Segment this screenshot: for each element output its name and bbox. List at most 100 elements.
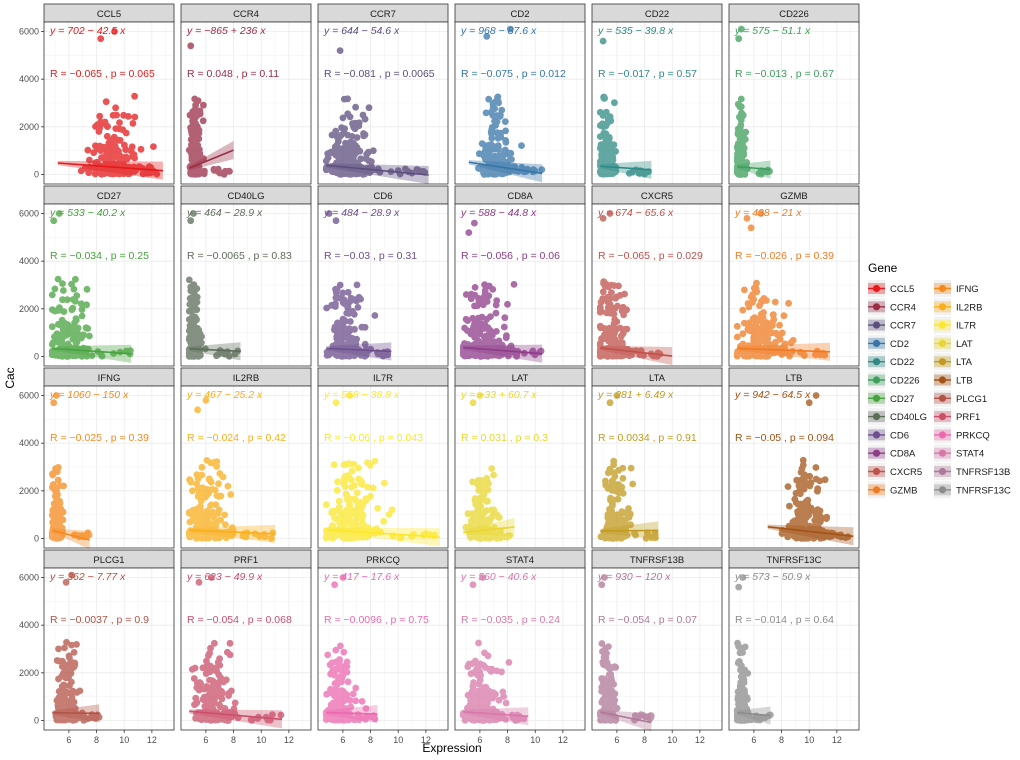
outlier-point <box>187 42 195 50</box>
data-point <box>334 478 341 486</box>
correlation-stat: R = −0.034 , p = 0.25 <box>50 250 149 262</box>
data-point <box>484 497 491 505</box>
data-point <box>367 492 374 500</box>
data-point <box>816 477 824 485</box>
data-point <box>72 275 79 283</box>
outlier-point <box>465 229 473 237</box>
data-point <box>488 465 496 472</box>
data-point <box>607 514 614 522</box>
regression-equation: y = 533 − 40.2 x <box>49 207 126 219</box>
regression-equation: y = 588 − 44.8 x <box>460 207 537 219</box>
outlier-point <box>506 25 514 33</box>
data-point <box>73 332 81 340</box>
data-point <box>116 136 124 144</box>
data-point <box>94 121 101 128</box>
data-point <box>608 332 615 340</box>
data-point <box>332 127 340 135</box>
data-point <box>336 281 344 289</box>
data-point <box>618 508 626 516</box>
data-point <box>798 509 806 516</box>
correlation-stat: R = −0.05 , p = 0.094 <box>735 432 834 444</box>
data-point <box>83 285 91 293</box>
data-point <box>113 111 120 119</box>
regression-equation: y = −33 + 60.7 x <box>460 389 537 401</box>
data-point <box>344 326 352 333</box>
facet-strip-label: LTA <box>649 373 666 384</box>
correlation-stat: R = −0.017 , p = 0.57 <box>598 68 697 80</box>
data-point <box>200 101 207 109</box>
data-point <box>502 139 510 146</box>
y-tick-label: 2000 <box>19 122 39 132</box>
data-point <box>354 304 362 311</box>
data-point <box>500 323 508 331</box>
data-point <box>344 496 351 504</box>
data-point <box>518 142 525 150</box>
data-point <box>122 146 129 153</box>
data-point <box>96 112 104 120</box>
data-point <box>357 155 365 163</box>
data-point <box>611 534 619 542</box>
data-point <box>466 350 474 358</box>
data-point <box>823 515 830 522</box>
data-point <box>814 506 822 514</box>
data-point <box>461 324 468 332</box>
facet-strip-label: CD6 <box>373 191 392 202</box>
correlation-stat: R = −0.075 , p = 0.012 <box>461 68 566 80</box>
data-point <box>498 106 506 114</box>
data-point <box>54 476 62 484</box>
data-point <box>605 139 613 146</box>
data-point <box>615 282 622 290</box>
regression-equation: y = 281 + 6.49 x <box>597 389 674 401</box>
data-point <box>344 131 352 139</box>
data-point <box>490 155 498 163</box>
data-point <box>501 314 509 322</box>
data-point <box>188 294 196 302</box>
data-point <box>226 168 233 175</box>
data-point <box>380 517 387 525</box>
data-point <box>68 306 76 314</box>
facet-strip-label: GZMB <box>780 191 807 202</box>
correlation-stat: R = −0.013 , p = 0.67 <box>735 68 834 80</box>
data-point <box>188 150 196 157</box>
y-tick-label: 6000 <box>19 27 39 37</box>
data-point <box>802 498 810 506</box>
y-tick-label: 0 <box>34 533 39 543</box>
data-point <box>612 520 620 527</box>
data-point <box>616 339 624 346</box>
data-point <box>350 310 358 318</box>
data-point <box>196 517 204 525</box>
data-point <box>493 118 501 125</box>
regression-line <box>326 164 429 176</box>
data-point <box>119 126 127 134</box>
regression-equation: y = 558 − 38.8 x <box>323 389 400 401</box>
facet-strip-label: CCR4 <box>233 9 259 20</box>
data-point <box>204 517 211 524</box>
data-point <box>82 324 90 332</box>
data-point <box>473 480 481 488</box>
data-point <box>502 334 510 342</box>
data-point <box>197 497 205 505</box>
data-point <box>332 300 339 308</box>
data-point <box>50 307 57 314</box>
data-point <box>480 294 487 301</box>
data-point <box>596 122 604 129</box>
data-point <box>187 287 195 295</box>
data-point <box>493 511 501 519</box>
regression-equation: y = 575 − 51.1 x <box>734 25 811 37</box>
data-point <box>355 475 362 483</box>
data-point <box>334 151 342 159</box>
y-tick-label: 0 <box>34 169 39 179</box>
data-point <box>190 169 198 177</box>
data-point <box>497 167 504 174</box>
facet-strip-label: CD40LG <box>228 191 265 202</box>
data-point <box>189 487 196 495</box>
data-point <box>353 281 361 289</box>
correlation-stat: R = −0.06 , p = 0.043 <box>324 432 423 444</box>
data-point <box>736 103 744 111</box>
